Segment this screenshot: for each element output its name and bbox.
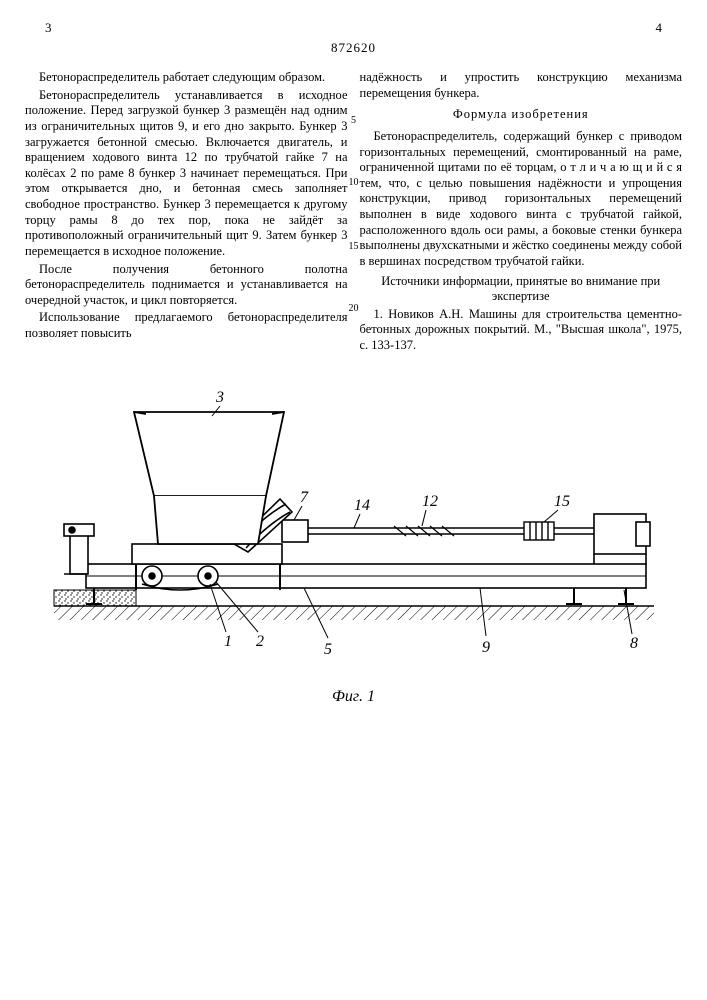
line-number-gutter: 5 10 15 20	[344, 70, 364, 356]
para: Использование предлагаемого бетонораспре…	[25, 310, 348, 341]
para: После получения бетонного полотна бетоно…	[25, 262, 348, 309]
formula-heading: Формула изобретения	[360, 107, 683, 123]
tubular-nut	[282, 520, 308, 542]
para: надёжность и упростить конструкцию механ…	[360, 70, 683, 101]
label-14: 14	[354, 497, 370, 514]
left-column: Бетонораспределитель работает следующим …	[25, 70, 348, 356]
figure-caption: Фиг. 1	[25, 688, 682, 706]
hopper	[134, 412, 284, 544]
label-8: 8	[630, 635, 638, 652]
text-columns: Бетонораспределитель работает следующим …	[25, 70, 682, 356]
page-number-right: 4	[656, 20, 663, 36]
label-12: 12	[422, 493, 438, 510]
label-5: 5	[324, 641, 332, 658]
figure-svg: 3 7 14 12 15 1 2 5 9 8	[34, 384, 674, 684]
label-15: 15	[554, 493, 570, 510]
page-number-left: 3	[45, 20, 52, 36]
page-header: 3 4	[25, 20, 682, 36]
screw-coupling	[524, 522, 554, 540]
label-3a: 3	[215, 389, 224, 406]
right-column: надёжность и упростить конструкцию механ…	[360, 70, 683, 356]
ground-hatch	[54, 606, 654, 620]
line-num: 15	[349, 242, 359, 252]
line-num: 10	[349, 178, 359, 188]
line-num: 5	[351, 116, 356, 126]
right-end-motor	[594, 514, 650, 564]
source-item: 1. Новиков А.Н. Машины для строительства…	[360, 307, 683, 354]
para: Бетонораспределитель устанавливается в и…	[25, 88, 348, 260]
document-number: 872620	[25, 40, 682, 56]
para: Бетонораспределитель работает следующим …	[25, 70, 348, 86]
para: Бетонораспределитель, содержащий бункер …	[360, 129, 683, 270]
label-7: 7	[300, 489, 309, 506]
line-num: 20	[349, 304, 359, 314]
label-1: 1	[224, 633, 232, 650]
figure-1: 3 7 14 12 15 1 2 5 9 8 Фиг. 1	[25, 384, 682, 706]
label-2: 2	[256, 633, 264, 650]
sources-heading: Источники информации, принятые во вниман…	[360, 274, 683, 305]
label-9: 9	[482, 639, 490, 656]
